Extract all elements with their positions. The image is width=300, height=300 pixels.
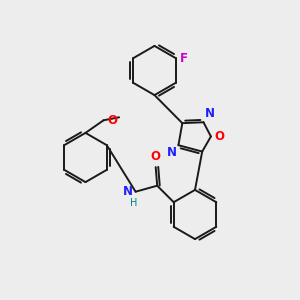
Text: N: N — [167, 146, 177, 159]
Text: O: O — [151, 150, 161, 163]
Text: N: N — [205, 107, 215, 120]
Text: O: O — [215, 130, 225, 143]
Text: F: F — [180, 52, 188, 65]
Text: N: N — [123, 184, 133, 198]
Text: O: O — [107, 114, 117, 127]
Text: H: H — [130, 198, 137, 208]
